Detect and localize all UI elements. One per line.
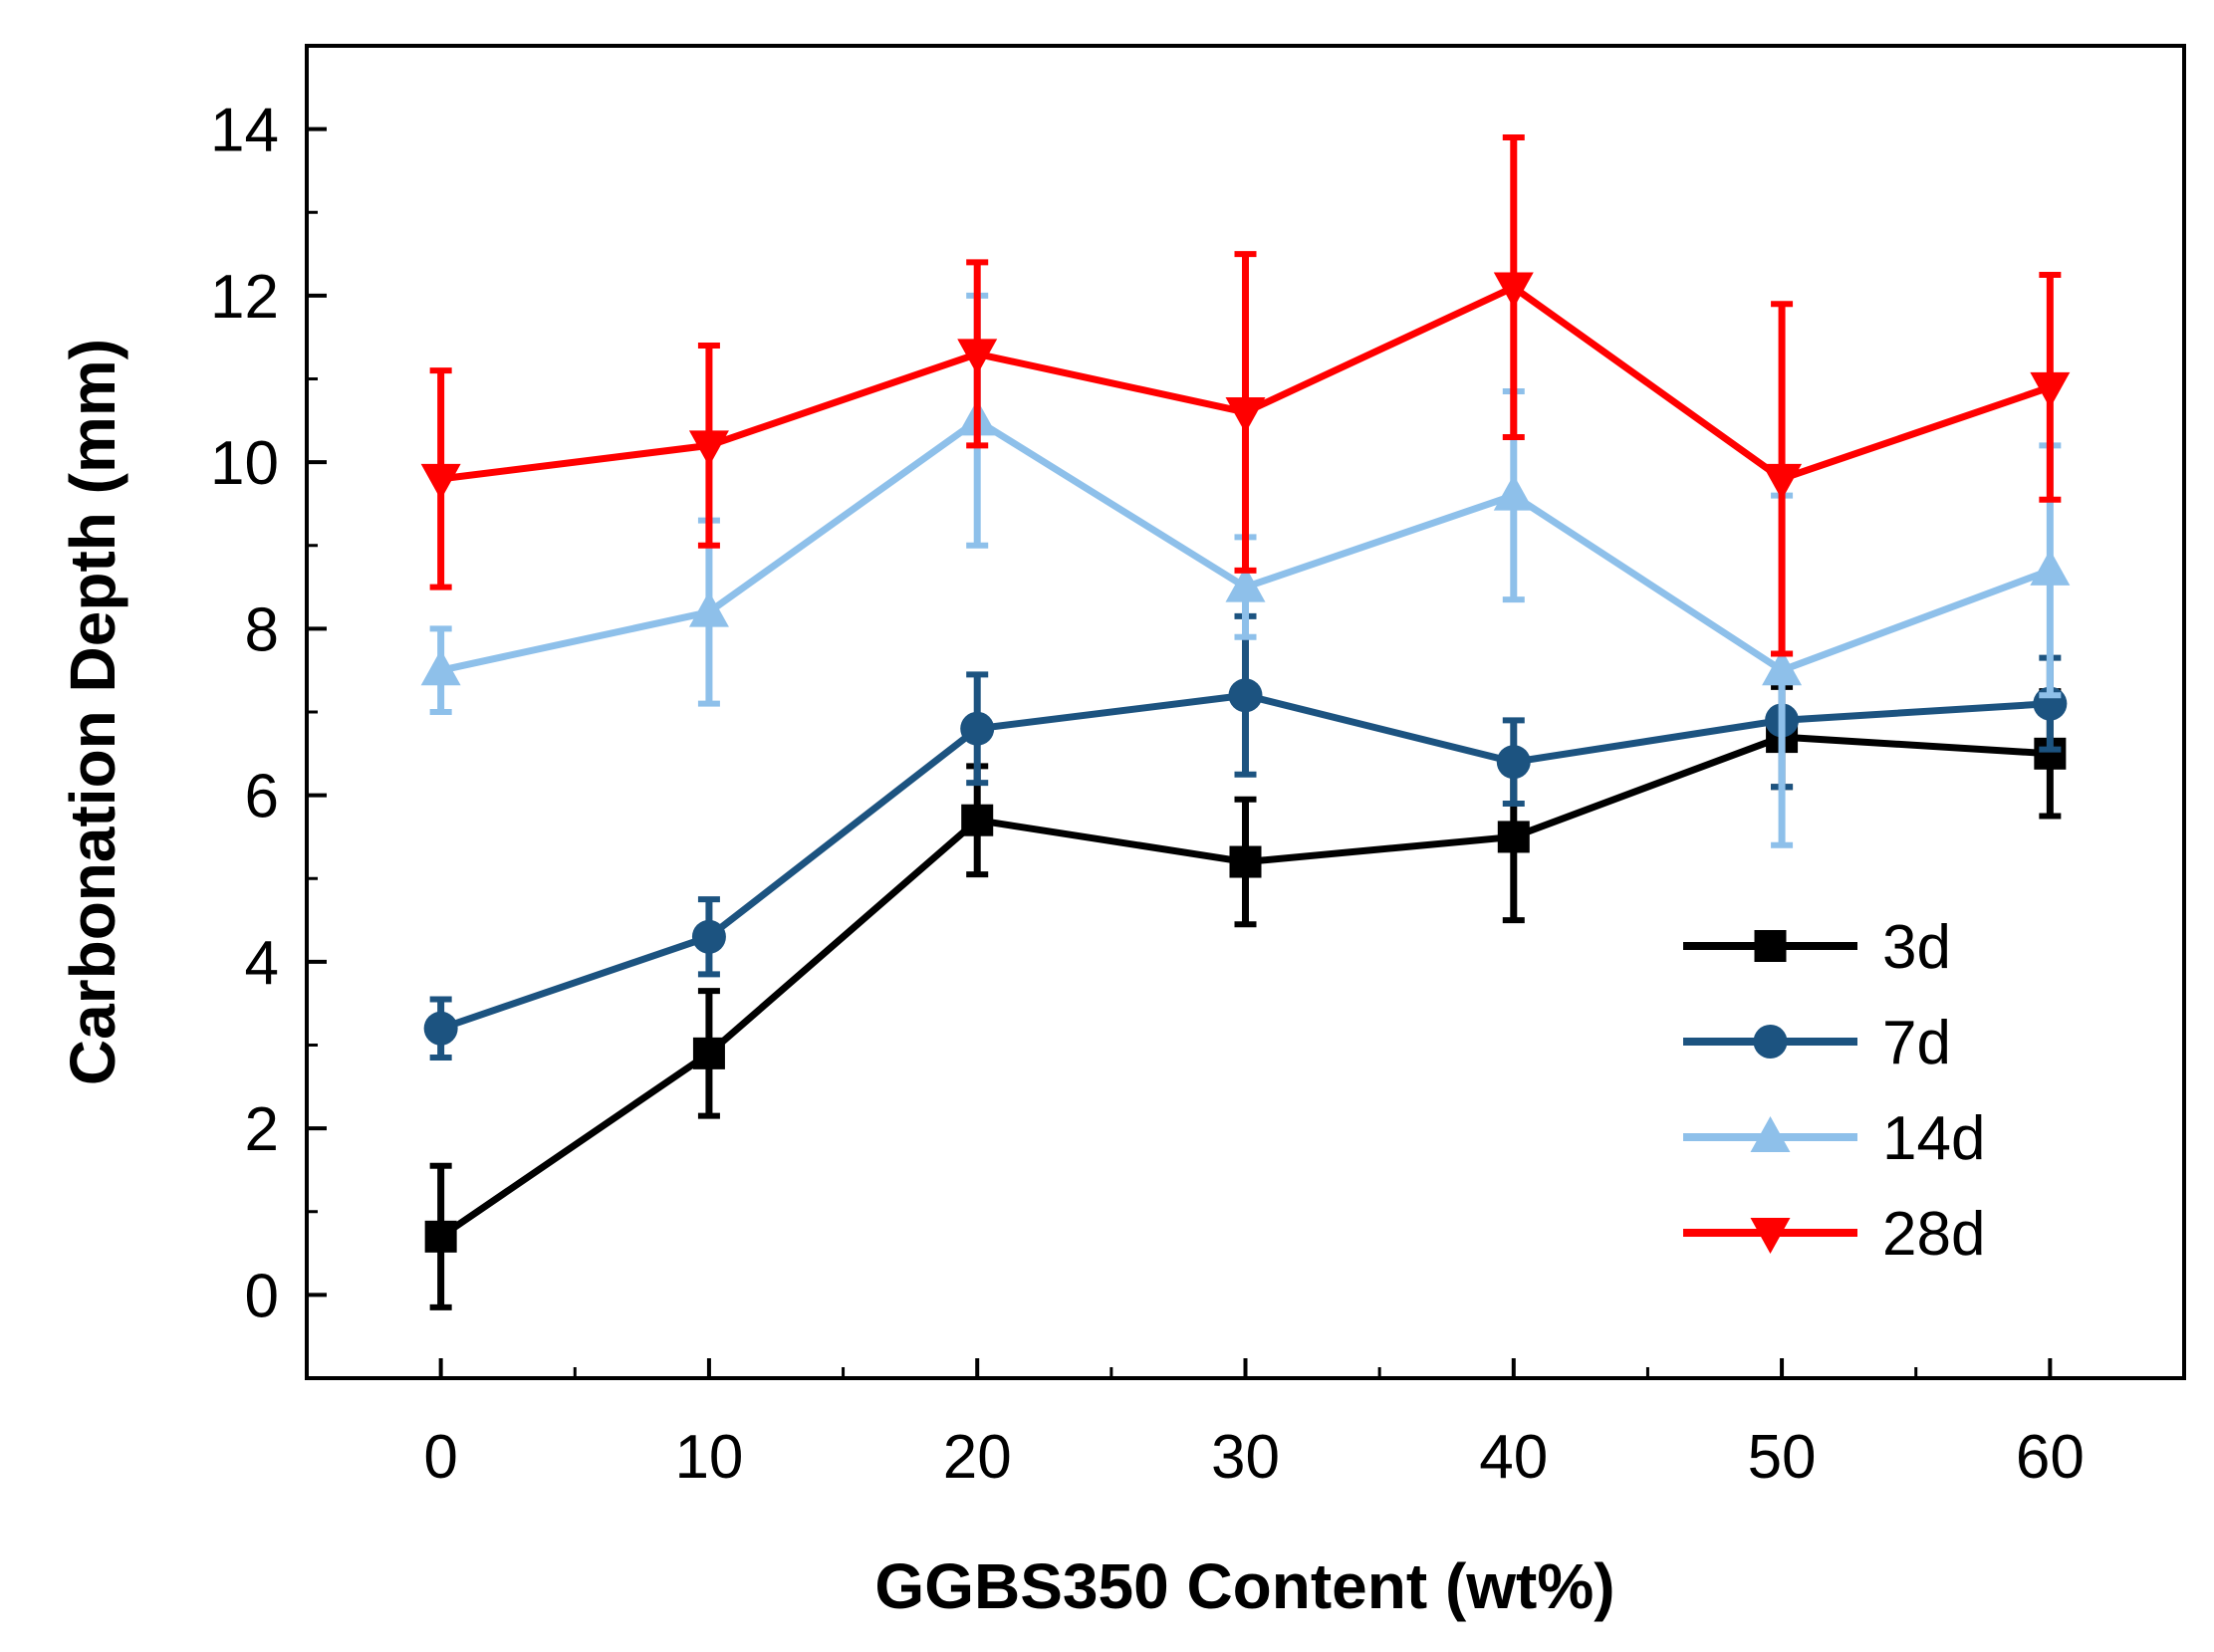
y-tick-label: 14 — [210, 97, 279, 165]
y-axis-title: Carbonation Depth (mm) — [57, 339, 128, 1085]
data-point-3d — [1497, 821, 1530, 853]
legend-item-28d: 28d — [1683, 1200, 1985, 1269]
legend-item-7d: 7d — [1683, 1009, 1951, 1077]
x-tick-label: 10 — [674, 1423, 743, 1492]
data-point-7d — [1228, 678, 1263, 713]
legend-item-14d: 14d — [1683, 1104, 1985, 1173]
legend-label: 14d — [1882, 1104, 1985, 1173]
data-point-28d — [688, 430, 729, 467]
y-axis-ticks: 0 2 4 6 8 10 12 14 — [210, 44, 327, 1380]
data-point-7d — [960, 711, 995, 746]
legend: 3d 7d 14d 28d — [1683, 913, 1985, 1269]
data-point-14d — [420, 649, 461, 686]
legend-marker-icon — [1750, 1218, 1791, 1254]
legend-label: 3d — [1882, 913, 1951, 982]
legend-marker-icon — [1753, 1025, 1788, 1059]
y-tick-label: 2 — [245, 1095, 279, 1164]
x-tick-label: 60 — [2016, 1423, 2085, 1492]
data-point-28d — [1493, 272, 1534, 309]
data-point-7d — [423, 1011, 458, 1046]
data-point-3d — [424, 1220, 457, 1253]
legend-marker-icon — [1750, 1116, 1791, 1152]
series-layer — [420, 133, 2071, 1310]
legend-label: 7d — [1882, 1009, 1951, 1077]
x-tick-label: 30 — [1211, 1423, 1280, 1492]
data-point-28d — [957, 339, 998, 375]
data-point-7d — [1496, 745, 1531, 780]
y-tick-label: 10 — [210, 429, 279, 498]
data-point-28d — [420, 463, 461, 500]
data-point-28d — [2030, 371, 2071, 408]
x-tick-label: 0 — [423, 1423, 457, 1492]
y-tick-label: 12 — [210, 263, 279, 332]
data-point-14d — [2030, 549, 2071, 586]
data-point-28d — [1225, 396, 1266, 433]
data-point-7d — [691, 919, 726, 954]
data-point-14d — [1762, 649, 1803, 686]
data-point-14d — [1225, 566, 1266, 602]
data-point-28d — [1762, 463, 1803, 500]
y-tick-label: 4 — [245, 929, 279, 998]
series-3d — [424, 683, 2067, 1310]
legend-label: 28d — [1882, 1200, 1985, 1269]
series-14d — [420, 292, 2071, 848]
data-point-3d — [961, 804, 994, 836]
data-point-3d — [1229, 845, 1262, 878]
x-tick-label: 20 — [943, 1423, 1012, 1492]
data-point-14d — [1493, 474, 1534, 511]
legend-marker-icon — [1754, 930, 1787, 962]
data-point-3d — [692, 1037, 725, 1069]
x-tick-label: 40 — [1479, 1423, 1548, 1492]
legend-item-3d: 3d — [1683, 913, 1951, 982]
x-axis-title: GGBS350 Content (wt%) — [874, 1550, 1614, 1622]
x-axis-ticks: 0 10 20 30 40 50 60 — [305, 1358, 2186, 1492]
y-tick-label: 6 — [245, 763, 279, 831]
data-point-14d — [688, 590, 729, 627]
y-tick-label: 8 — [245, 595, 279, 664]
y-tick-label: 0 — [245, 1262, 279, 1330]
series-28d — [420, 133, 2071, 657]
x-tick-label: 50 — [1748, 1423, 1817, 1492]
